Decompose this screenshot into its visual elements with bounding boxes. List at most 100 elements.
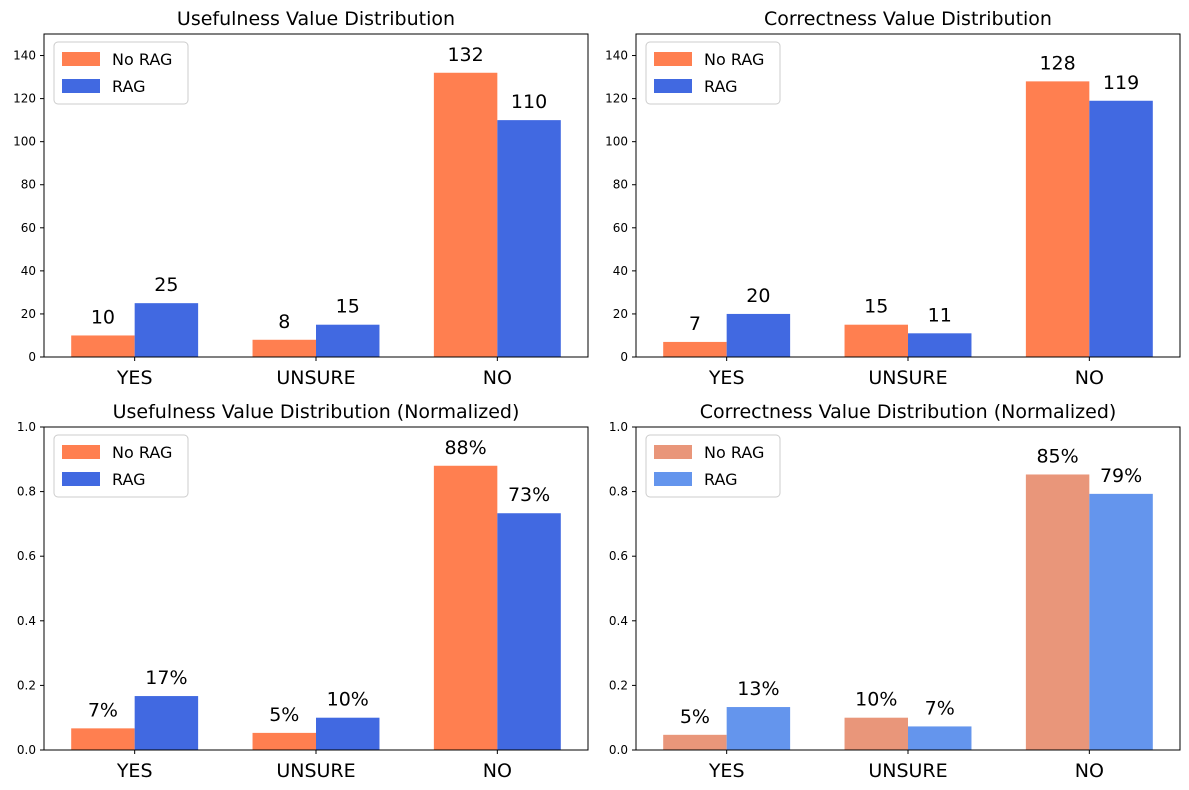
x-tick-label-no: NO [483,760,512,782]
y-tick-label: 0 [28,350,36,364]
chart-title: Correctness Value Distribution [764,8,1052,30]
y-tick-label: 120 [605,92,628,106]
chart-title: Correctness Value Distribution (Normaliz… [700,401,1117,423]
bar-no-rag-yes [71,335,135,357]
data-label: 15 [864,296,888,318]
y-tick-label: 0.8 [609,485,628,499]
data-label: 85% [1036,445,1078,467]
data-label: 10 [91,306,115,328]
y-tick-label: 1.0 [609,420,628,434]
data-label: 128 [1039,52,1075,74]
y-tick-label: 0 [620,350,628,364]
y-tick-label: 20 [21,307,36,321]
y-tick-label: 40 [21,264,36,278]
legend-label-no-rag: No RAG [112,50,172,69]
legend-swatch-no-rag [654,52,692,66]
legend-swatch-rag [62,472,100,486]
y-tick-label: 0.0 [17,743,36,757]
x-tick-label-unsure: UNSURE [868,367,947,389]
legend-label-no-rag: No RAG [704,50,764,69]
y-tick-label: 60 [613,221,628,235]
bar-rag-no [497,120,561,357]
y-tick-label: 100 [13,135,36,149]
data-label: 5% [269,704,299,726]
x-tick-label-no: NO [1075,760,1104,782]
bar-rag-yes [134,303,199,357]
x-tick-label-yes: YES [708,367,745,389]
legend: No RAG RAG [53,41,189,105]
bar-no-rag-no [1025,474,1090,750]
legend-label-rag: RAG [704,470,738,489]
bar-rag-no [1089,100,1153,358]
legend-swatch-rag [654,472,692,486]
bar-no-rag-unsure [252,732,316,750]
legend-swatch-no-rag [62,445,100,459]
bar-no-rag-unsure [844,717,908,750]
x-tick-label-yes: YES [708,760,745,782]
chart-correctness-normalized: Correctness Value Distribution (Normaliz… [609,401,1181,782]
legend-swatch-no-rag [654,445,692,459]
data-label: 25 [154,274,178,296]
legend-label-rag: RAG [704,77,738,96]
bar-rag-yes [726,707,791,750]
legend-label-rag: RAG [112,470,146,489]
data-label: 119 [1103,72,1139,94]
x-tick-label-unsure: UNSURE [868,760,947,782]
y-tick-label: 0.2 [17,678,36,692]
bar-rag-unsure [316,717,380,750]
bar-no-rag-no [1025,81,1090,357]
data-label: 132 [447,44,483,66]
bar-no-rag-yes [663,734,727,750]
x-tick-label-no: NO [1075,367,1104,389]
bar-no-rag-unsure [844,324,908,357]
legend-swatch-rag [62,79,100,93]
bar-no-rag-yes [663,341,727,357]
chart-title: Usefulness Value Distribution [177,8,455,30]
x-tick-label-yes: YES [116,760,153,782]
x-tick-label-no: NO [483,367,512,389]
y-tick-label: 0.4 [17,614,36,628]
legend-label-rag: RAG [112,77,146,96]
bar-no-rag-no [433,465,498,750]
y-tick-label: 0.6 [17,549,36,563]
x-tick-label-unsure: UNSURE [276,760,355,782]
legend-swatch-no-rag [62,52,100,66]
data-label: 11 [928,304,952,326]
y-tick-label: 40 [613,264,628,278]
data-label: 20 [746,285,770,307]
legend: No RAG RAG [645,41,781,105]
bar-no-rag-unsure [252,339,316,357]
y-tick-label: 0.6 [609,549,628,563]
chart-title: Usefulness Value Distribution (Normalize… [113,401,520,423]
data-label: 7 [689,313,701,335]
x-tick-label-yes: YES [116,367,153,389]
y-tick-label: 1.0 [17,420,36,434]
x-tick-label-unsure: UNSURE [276,367,355,389]
y-tick-label: 80 [613,178,628,192]
data-label: 7% [88,699,118,721]
y-tick-label: 140 [13,49,36,63]
y-tick-label: 0.4 [609,614,628,628]
bar-rag-unsure [316,324,380,357]
chart-correctness: Correctness Value Distribution 7 15 128 20 11… [605,8,1181,389]
data-label: 15 [336,296,360,318]
chart-usefulness: Usefulness Value Distribution 10 8 132 25 15 1… [13,8,589,389]
bar-rag-unsure [908,333,972,357]
legend-label-no-rag: No RAG [704,443,764,462]
data-label: 10% [855,689,897,711]
y-tick-label: 100 [605,135,628,149]
legend-swatch-rag [654,79,692,93]
data-label: 10% [327,689,369,711]
legend: No RAG RAG [645,434,781,498]
data-label: 8 [278,311,290,333]
data-label: 73% [508,484,550,506]
y-tick-label: 0.2 [609,678,628,692]
data-label: 110 [511,91,547,113]
data-label: 13% [737,678,779,700]
bar-no-rag-yes [71,728,135,750]
chart-usefulness-normalized: Usefulness Value Distribution (Normalize… [17,401,589,782]
legend-label-no-rag: No RAG [112,443,172,462]
y-tick-label: 20 [613,307,628,321]
bar-rag-no [1089,493,1153,750]
